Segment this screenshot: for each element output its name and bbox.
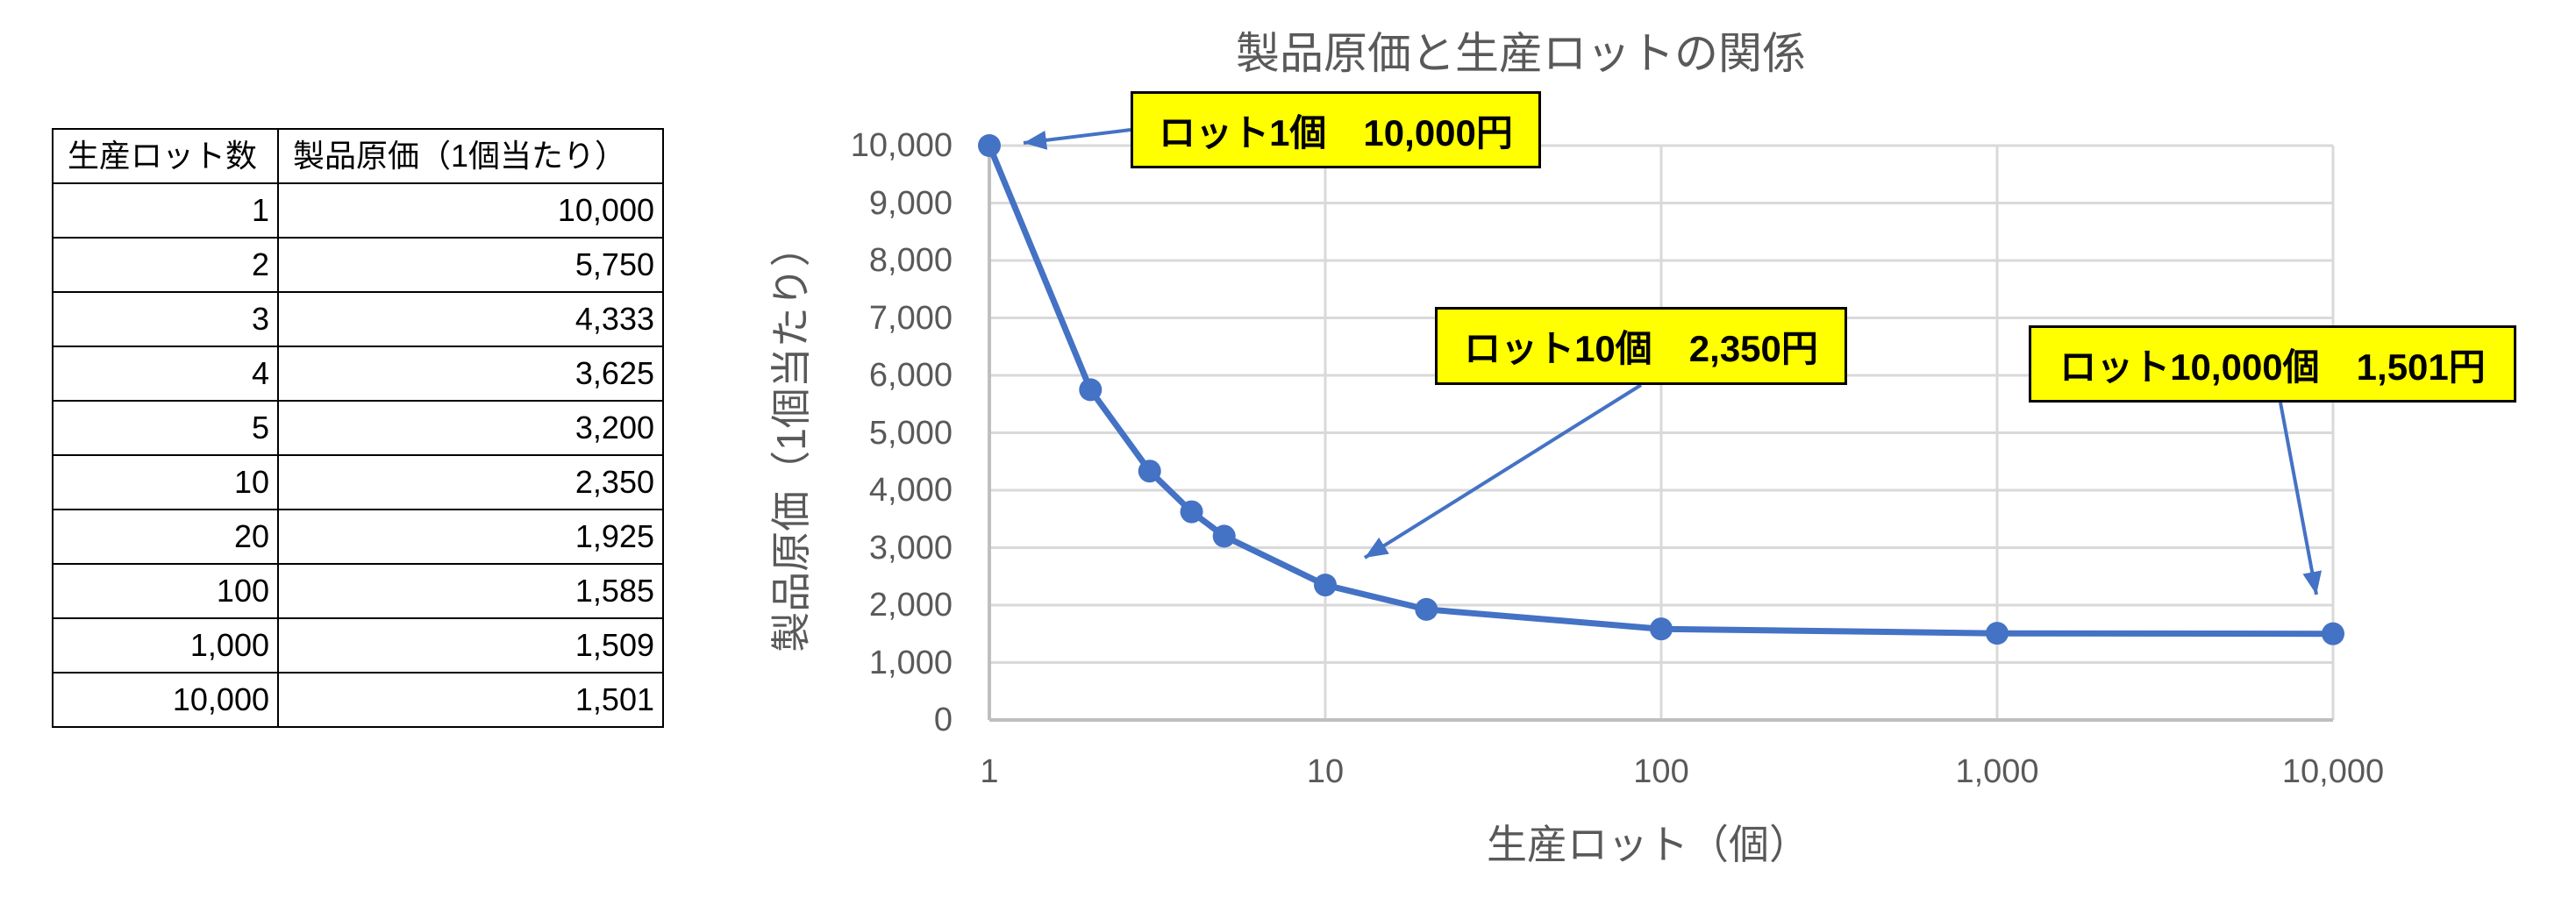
lot-count-cell: 5 xyxy=(52,400,279,456)
arrow-icon xyxy=(1023,128,1131,150)
y-tick-label: 1,000 xyxy=(868,644,953,681)
x-tick-label: 10,000 xyxy=(2281,753,2385,790)
data-point-marker xyxy=(1138,460,1161,483)
table-row: 3 4,333 xyxy=(52,291,664,347)
header-unit-cost: 製品原価（1個当たり） xyxy=(277,128,664,184)
lot-count-cell: 10 xyxy=(52,454,279,510)
table-row: 1,000 1,509 xyxy=(52,617,664,674)
table-row: 10,000 1,501 xyxy=(52,672,664,728)
lot-count-cell: 4 xyxy=(52,346,279,402)
y-tick-label: 10,000 xyxy=(850,127,953,164)
y-tick-label: 9,000 xyxy=(868,184,953,222)
table-row: 4 3,625 xyxy=(52,346,664,402)
arrow-icon xyxy=(2279,402,2323,595)
chart-title: 製品原価と生産ロットの関係 xyxy=(1236,29,1806,78)
x-axis-title: 生産ロット（個） xyxy=(1487,822,1809,867)
lot-count-cell: 20 xyxy=(52,509,279,565)
callout-lot-1: ロット1個 10,000円 xyxy=(1131,91,1541,168)
data-point-marker xyxy=(1212,524,1236,548)
table-row: 100 1,585 xyxy=(52,563,664,619)
cost-table: 生産ロット数 製品原価（1個当たり） 1 10,000 2 5,750 3 4,… xyxy=(52,128,664,728)
lot-count-cell: 2 xyxy=(52,237,279,293)
data-point-marker xyxy=(1079,378,1102,402)
unit-cost-cell: 2,350 xyxy=(277,454,664,510)
y-tick-label: 4,000 xyxy=(868,472,953,509)
unit-cost-cell: 4,333 xyxy=(277,291,664,347)
unit-cost-cell: 10,000 xyxy=(277,182,664,239)
y-tick-label: 2,000 xyxy=(868,587,953,624)
x-tick-label: 1 xyxy=(980,753,999,790)
unit-cost-cell: 1,925 xyxy=(277,509,664,565)
axes xyxy=(988,146,2333,722)
lot-count-cell: 10,000 xyxy=(52,672,279,728)
table-row: 10 2,350 xyxy=(52,454,664,510)
x-tick-label: 10 xyxy=(1306,753,1345,790)
series-cost-line xyxy=(978,134,2344,645)
data-point-marker xyxy=(978,134,1001,157)
callout-text: ロット10個 2,350円 xyxy=(1464,328,1818,369)
lot-count-cell: 1,000 xyxy=(52,617,279,674)
unit-cost-cell: 1,585 xyxy=(277,563,664,619)
callout-text: ロット10,000個 1,501円 xyxy=(2059,346,2486,388)
lot-count-cell: 3 xyxy=(52,291,279,347)
unit-cost-cell: 1,509 xyxy=(277,617,664,674)
x-tick-label: 1,000 xyxy=(1955,753,2039,790)
lot-count-cell: 1 xyxy=(52,182,279,239)
header-lot-count: 生産ロット数 xyxy=(52,128,279,184)
data-point-marker xyxy=(1650,617,1673,641)
y-tick-label: 8,000 xyxy=(868,242,953,279)
data-point-marker xyxy=(1986,622,2009,645)
arrow-icon xyxy=(1363,383,1643,559)
y-tick-label: 5,000 xyxy=(868,414,953,452)
callout-arrows xyxy=(1023,128,2323,595)
unit-cost-cell: 5,750 xyxy=(277,237,664,293)
callout-text: ロット1個 10,000円 xyxy=(1159,111,1513,153)
data-point-marker xyxy=(1415,597,1438,621)
y-tick-label: 6,000 xyxy=(868,357,953,394)
y-tick-label: 7,000 xyxy=(868,299,953,337)
unit-cost-cell: 3,625 xyxy=(277,346,664,402)
table-row: 5 3,200 xyxy=(52,400,664,456)
data-point-marker xyxy=(1180,500,1203,524)
unit-cost-cell: 1,501 xyxy=(277,672,664,728)
table-row: 2 5,750 xyxy=(52,237,664,293)
data-point-marker xyxy=(2322,622,2344,645)
data-point-marker xyxy=(1314,574,1337,597)
table-row: 20 1,925 xyxy=(52,509,664,565)
lot-count-cell: 100 xyxy=(52,563,279,619)
table-row: 1 10,000 xyxy=(52,182,664,239)
unit-cost-cell: 3,200 xyxy=(277,400,664,456)
y-tick-label: 3,000 xyxy=(868,529,953,567)
y-tick-label: 0 xyxy=(933,702,953,738)
callout-lot-10: ロット10個 2,350円 xyxy=(1435,307,1847,385)
table-header-row: 生産ロット数 製品原価（1個当たり） xyxy=(52,128,664,184)
x-tick-label: 100 xyxy=(1633,753,1689,790)
callout-lot-10000: ロット10,000個 1,501円 xyxy=(2029,325,2516,403)
series-line xyxy=(986,142,2337,638)
